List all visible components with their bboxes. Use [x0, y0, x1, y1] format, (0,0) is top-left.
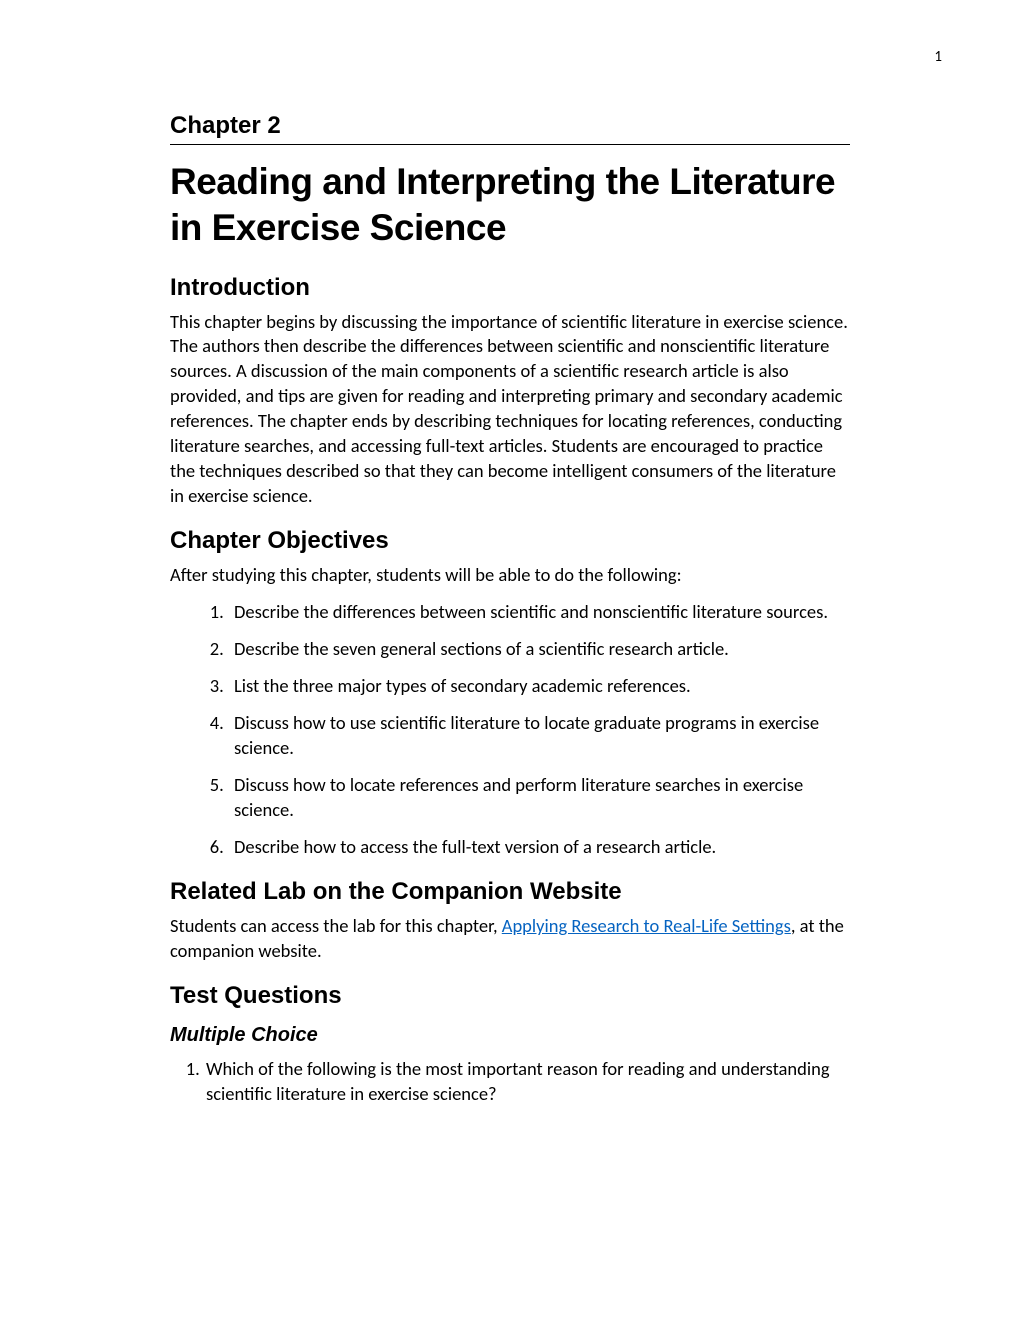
question-item: Which of the following is the most impor… [204, 1057, 850, 1107]
lab-text-before: Students can access the lab for this cha… [170, 914, 502, 937]
objective-item: Describe the seven general sections of a… [228, 637, 850, 662]
test-questions-heading: Test Questions [170, 982, 850, 1010]
lab-link[interactable]: Applying Research to Real-Life Settings [502, 914, 791, 937]
objective-item: Discuss how to locate references and per… [228, 773, 850, 823]
objectives-heading: Chapter Objectives [170, 527, 850, 555]
page-content: Chapter 2 Reading and Interpreting the L… [0, 0, 1020, 1167]
objectives-list: Describe the differences between scienti… [170, 600, 850, 860]
chapter-label: Chapter 2 [170, 112, 850, 145]
objective-item: Describe the differences between scienti… [228, 600, 850, 625]
objective-item: Describe how to access the full-text ver… [228, 835, 850, 860]
related-lab-heading: Related Lab on the Companion Website [170, 878, 850, 906]
question-list: Which of the following is the most impor… [170, 1057, 850, 1107]
introduction-heading: Introduction [170, 274, 850, 302]
chapter-title: Reading and Interpreting the Literature … [170, 159, 850, 252]
page-number: 1 [934, 48, 942, 66]
objective-item: List the three major types of secondary … [228, 674, 850, 699]
multiple-choice-heading: Multiple Choice [170, 1024, 850, 1047]
objective-item: Discuss how to use scientific literature… [228, 711, 850, 761]
objectives-intro: After studying this chapter, students wi… [170, 563, 850, 588]
related-lab-text: Students can access the lab for this cha… [170, 914, 850, 964]
introduction-text: This chapter begins by discussing the im… [170, 310, 850, 510]
